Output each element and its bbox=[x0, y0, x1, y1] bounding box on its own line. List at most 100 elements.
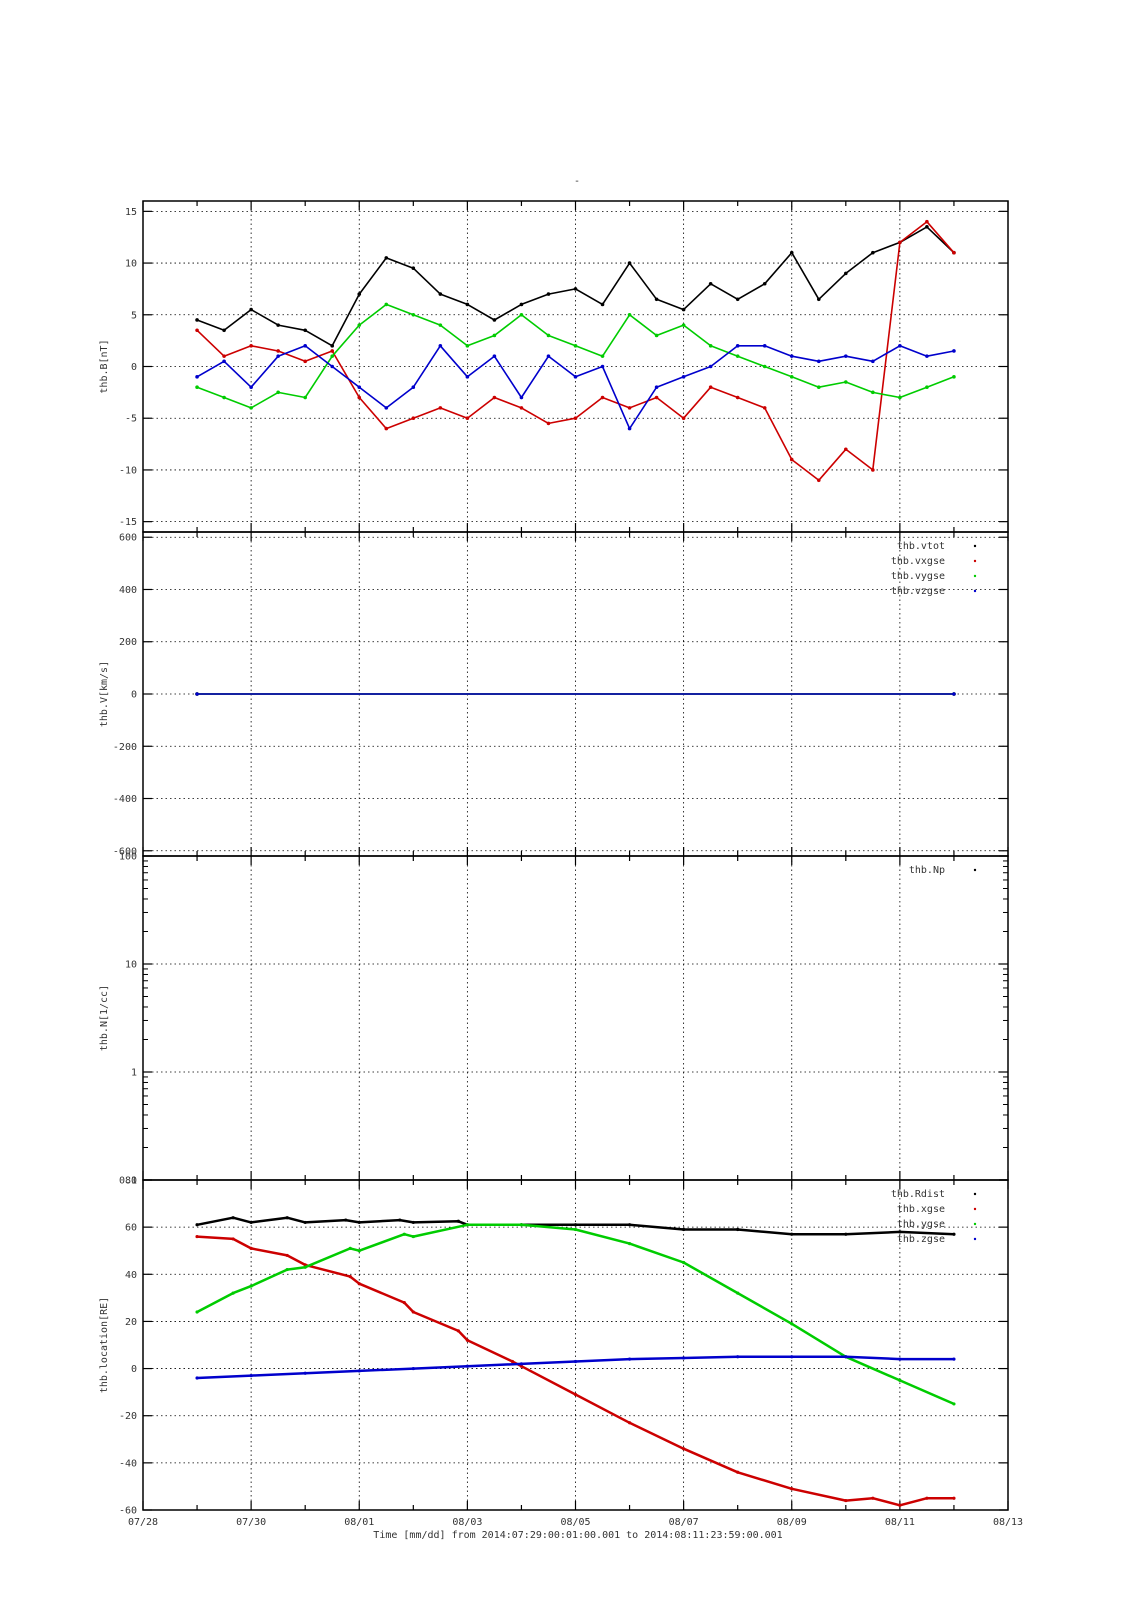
legend-marker bbox=[973, 1222, 977, 1226]
data-point bbox=[249, 307, 253, 312]
data-point bbox=[249, 1220, 253, 1225]
data-point bbox=[195, 1223, 199, 1227]
data-point bbox=[898, 1378, 902, 1382]
series-line-3 bbox=[196, 1223, 955, 1406]
data-point bbox=[789, 250, 794, 255]
data-point bbox=[195, 1376, 199, 1380]
data-point bbox=[627, 1242, 632, 1246]
data-point bbox=[573, 375, 578, 379]
data-point bbox=[231, 1237, 235, 1241]
data-point bbox=[654, 395, 659, 400]
y-tick-label: 10 bbox=[125, 259, 137, 270]
data-point bbox=[708, 281, 713, 286]
data-point bbox=[627, 261, 632, 265]
data-point bbox=[344, 1218, 348, 1222]
data-point bbox=[654, 333, 659, 338]
x-tick-label: 08/05 bbox=[560, 1517, 590, 1528]
data-point bbox=[348, 1246, 352, 1250]
series-group bbox=[195, 692, 956, 696]
x-tick-label: 08/07 bbox=[669, 1517, 699, 1528]
series-group bbox=[195, 1216, 956, 1507]
data-point bbox=[249, 406, 253, 410]
data-point bbox=[222, 359, 226, 364]
series-line-4 bbox=[196, 344, 955, 430]
data-point bbox=[573, 1227, 578, 1232]
y-axis-label: thb.N[1/cc] bbox=[99, 985, 110, 1051]
data-point bbox=[546, 292, 551, 296]
legend-marker bbox=[973, 1192, 977, 1196]
data-point bbox=[303, 359, 307, 364]
y-tick-label: -600 bbox=[113, 846, 137, 857]
data-point bbox=[871, 359, 875, 364]
data-point bbox=[682, 1260, 686, 1265]
y-tick-label: 20 bbox=[125, 1317, 137, 1328]
data-point bbox=[816, 478, 821, 483]
data-point bbox=[925, 1496, 929, 1500]
data-point bbox=[357, 385, 362, 389]
y-tick-label: -400 bbox=[113, 794, 137, 805]
y-tick-label: 400 bbox=[119, 585, 137, 596]
panels: -15-10-5051015thb.B[nT]-600-400-20002004… bbox=[99, 200, 1023, 1528]
data-point bbox=[384, 256, 389, 260]
figure-title: - bbox=[574, 176, 580, 187]
legend-label: thb.vxgse bbox=[891, 556, 945, 567]
data-point bbox=[871, 390, 875, 395]
data-point bbox=[357, 292, 362, 296]
data-point bbox=[708, 344, 713, 348]
data-point bbox=[681, 307, 686, 312]
data-point bbox=[519, 302, 524, 307]
data-point bbox=[402, 1300, 406, 1305]
data-point bbox=[465, 1223, 469, 1227]
data-point bbox=[600, 354, 605, 358]
data-point bbox=[231, 1291, 235, 1295]
y-axis-label: thb.B[nT] bbox=[99, 339, 110, 393]
data-point bbox=[736, 1355, 740, 1359]
data-point bbox=[898, 344, 902, 348]
y-axis-label: thb.V[km/s] bbox=[99, 661, 110, 727]
data-point bbox=[330, 349, 335, 353]
data-point bbox=[195, 318, 199, 322]
y-tick-label: 600 bbox=[119, 533, 137, 544]
data-point bbox=[519, 395, 524, 400]
data-point bbox=[600, 364, 605, 369]
data-point bbox=[627, 1421, 632, 1425]
data-point bbox=[925, 385, 929, 389]
y-tick-label: -20 bbox=[119, 1411, 137, 1422]
y-tick-label: -60 bbox=[119, 1506, 137, 1517]
y-tick-label: 0 bbox=[131, 362, 137, 373]
x-tick-label: 08/11 bbox=[885, 1517, 915, 1528]
data-point bbox=[789, 375, 794, 379]
panel-frame bbox=[142, 1179, 1009, 1511]
data-point bbox=[898, 395, 902, 400]
data-point bbox=[411, 1310, 415, 1314]
data-point bbox=[600, 302, 605, 307]
data-point bbox=[249, 1246, 253, 1250]
data-point bbox=[303, 1265, 307, 1269]
panel-velocity: -600 -400 -200 0 200 400 600 thb.V[km/s] thb.vto… bbox=[99, 531, 1009, 857]
data-point bbox=[411, 266, 416, 271]
x-axis-label: Time [mm/dd] from 2014:07:29:00:01:00.00… bbox=[373, 1530, 782, 1541]
x-tick-label: 07/28 bbox=[128, 1517, 158, 1528]
y-tick-label: -40 bbox=[119, 1458, 137, 1469]
data-point bbox=[249, 385, 253, 389]
data-point bbox=[456, 1329, 460, 1333]
data-point bbox=[249, 1284, 253, 1288]
legend-label: thb.Np bbox=[909, 865, 945, 876]
data-point bbox=[573, 1359, 578, 1364]
data-point bbox=[411, 312, 416, 317]
data-point bbox=[736, 1291, 740, 1295]
y-tick-label: 80 bbox=[125, 1176, 137, 1187]
data-point bbox=[681, 416, 686, 421]
legend-label: thb.xgse bbox=[897, 1204, 945, 1215]
data-point bbox=[222, 354, 226, 358]
data-point bbox=[790, 1322, 794, 1326]
data-point bbox=[465, 302, 470, 307]
data-point bbox=[492, 333, 497, 338]
x-tick-label: 08/03 bbox=[452, 1517, 482, 1528]
y-tick-label: 10 bbox=[125, 960, 137, 971]
y-tick-label: 200 bbox=[119, 637, 137, 648]
legend-label: thb.zgse bbox=[897, 1234, 945, 1245]
data-point bbox=[844, 1498, 848, 1503]
data-point bbox=[573, 1223, 578, 1227]
data-point bbox=[735, 395, 740, 400]
